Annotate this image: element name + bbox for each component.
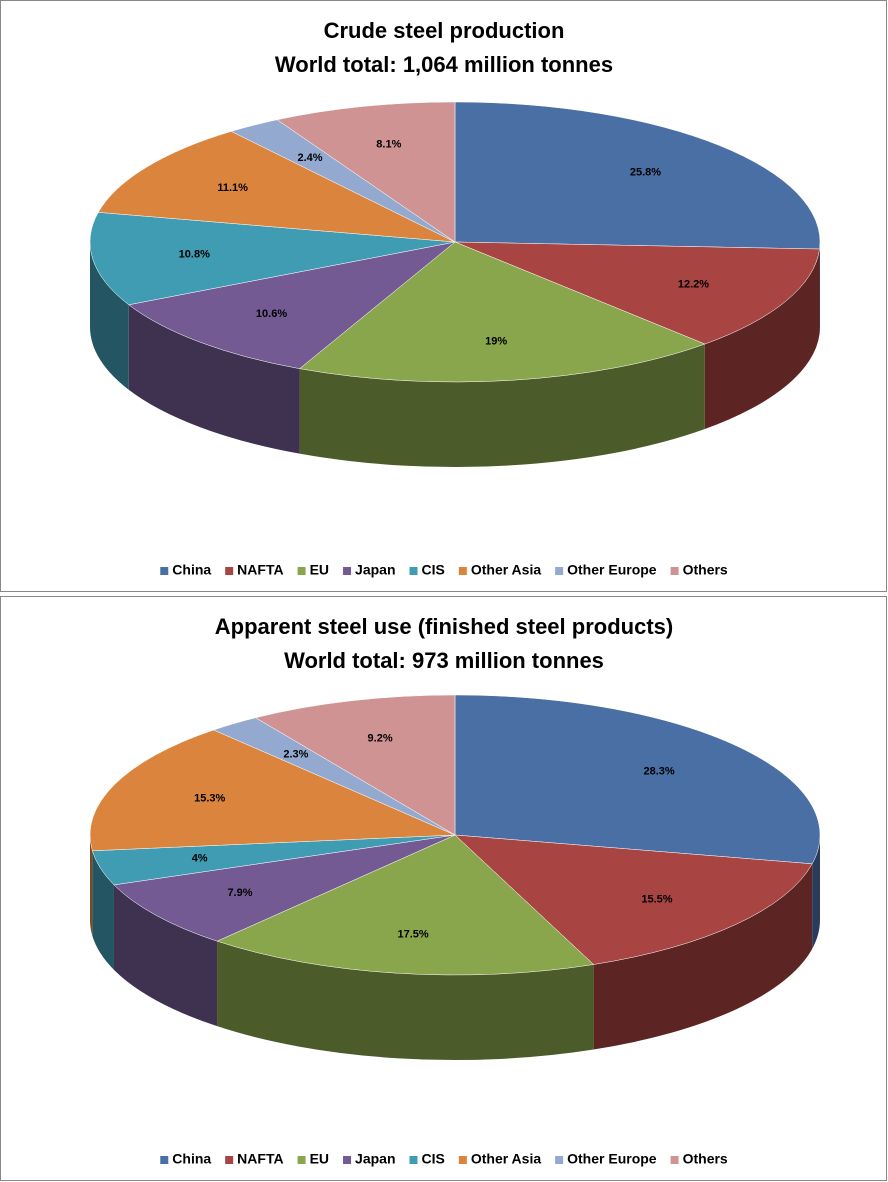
legend-swatch [409, 567, 418, 575]
data-label: 2.4% [297, 152, 322, 164]
legend-label: Other Asia [471, 1151, 541, 1167]
pie-slice [89, 212, 456, 306]
data-label: 9.2% [368, 732, 393, 744]
legend-swatch [160, 1156, 169, 1164]
legend-label: Japan [355, 562, 395, 578]
legend-label: EU [310, 562, 329, 578]
pie-side [593, 863, 813, 1050]
pie-slice [113, 834, 456, 942]
legend-label: Other Asia [471, 562, 541, 578]
pie-slice [254, 694, 456, 836]
legend-label: Others [683, 1151, 728, 1167]
legend-swatch [225, 567, 234, 575]
legend-label: Other Europe [567, 1151, 657, 1167]
legend: China NAFTA EU Japan CIS Other Asia Other Euro… [160, 562, 728, 578]
pie-side [113, 884, 218, 1027]
pie-side [90, 242, 129, 390]
pie-side [812, 835, 820, 949]
legend-label: NAFTA [237, 562, 283, 578]
legend-swatch [297, 1156, 306, 1164]
pie-side [217, 941, 594, 1060]
pie-slice [454, 101, 821, 250]
data-label: 28.3% [643, 765, 674, 777]
pie-slice [454, 694, 821, 865]
data-label: 12.2% [678, 278, 709, 290]
legend-label: Others [683, 562, 728, 578]
pie-slice [128, 241, 456, 369]
pie-side [128, 304, 300, 454]
legend-swatch [670, 1156, 679, 1164]
legend-label: Other Europe [567, 562, 657, 578]
data-label: 4% [192, 853, 208, 865]
pie-slice [299, 241, 706, 383]
pie-slice [89, 729, 456, 852]
data-label: 11.1% [217, 182, 248, 194]
pie-slice [454, 834, 813, 965]
legend-swatch [225, 1156, 234, 1164]
data-label: 2.3% [283, 749, 308, 761]
pie-side [299, 344, 705, 467]
pie-slice [276, 101, 456, 243]
data-label: 10.8% [179, 249, 210, 261]
legend: China NAFTA EU Japan CIS Other Asia Other Euro… [160, 1151, 728, 1167]
legend-label: CIS [422, 1151, 445, 1167]
chart-subtitle: World total: 1,064 million tonnes [275, 52, 613, 77]
legend-swatch [160, 567, 169, 575]
chart-title: Crude steel production [324, 18, 565, 43]
legend-label: China [172, 562, 211, 578]
legend-swatch [670, 567, 679, 575]
pie-side [704, 249, 820, 430]
data-label: 7.9% [227, 887, 252, 899]
legend-swatch [458, 567, 467, 575]
legend-swatch [555, 1156, 564, 1164]
legend-swatch [555, 567, 564, 575]
legend-label: EU [310, 1151, 329, 1167]
pie-slice [97, 131, 456, 243]
legend-label: China [172, 1151, 211, 1167]
legend-label: NAFTA [237, 1151, 283, 1167]
data-label: 17.5% [397, 928, 428, 940]
pie-side [92, 850, 114, 970]
pie-slice [216, 834, 595, 976]
data-label: 10.6% [256, 308, 287, 320]
legend-label: Japan [355, 1151, 395, 1167]
chart-title: Apparent steel use (finished steel produ… [215, 614, 673, 639]
legend-swatch [343, 567, 352, 575]
legend-swatch [409, 1156, 418, 1164]
data-label: 15.3% [194, 793, 225, 805]
legend-swatch [297, 567, 306, 575]
legend-swatch [343, 1156, 352, 1164]
pie-side [90, 835, 93, 936]
data-label: 15.5% [641, 893, 672, 905]
pie-slice [454, 241, 820, 345]
data-label: 8.1% [376, 138, 401, 150]
data-label: 25.8% [630, 166, 661, 178]
chart-subtitle: World total: 973 million tonnes [284, 648, 604, 673]
legend-swatch [458, 1156, 467, 1164]
data-label: 19% [485, 335, 507, 347]
legend-label: CIS [422, 562, 445, 578]
